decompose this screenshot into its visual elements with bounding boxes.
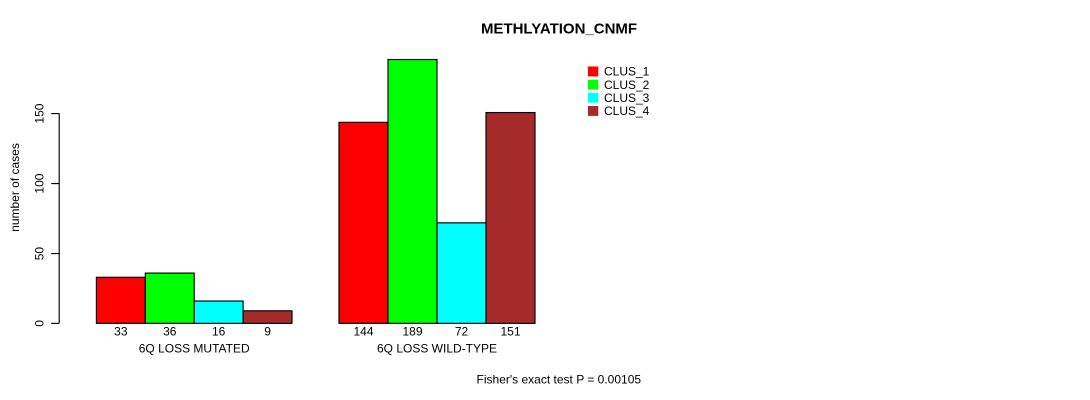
svg-text:144: 144 (353, 324, 373, 338)
svg-text:189: 189 (402, 324, 422, 338)
svg-text:33: 33 (114, 324, 128, 338)
svg-text:72: 72 (455, 324, 469, 338)
svg-text:CLUS_1: CLUS_1 (604, 65, 650, 79)
svg-text:Fisher's exact test P = 0.0010: Fisher's exact test P = 0.00105 (477, 373, 642, 387)
svg-text:36: 36 (163, 324, 177, 338)
svg-text:50: 50 (32, 247, 46, 261)
svg-text:6Q LOSS MUTATED: 6Q LOSS MUTATED (139, 342, 250, 356)
svg-text:9: 9 (264, 324, 271, 338)
svg-text:0: 0 (32, 320, 46, 327)
svg-text:METHLYATION_CNMF: METHLYATION_CNMF (481, 21, 637, 38)
svg-text:CLUS_4: CLUS_4 (604, 104, 650, 118)
svg-text:CLUS_3: CLUS_3 (604, 91, 650, 105)
svg-text:16: 16 (212, 324, 226, 338)
svg-text:151: 151 (500, 324, 520, 338)
svg-text:100: 100 (32, 173, 46, 193)
svg-text:150: 150 (32, 103, 46, 123)
svg-text:number of cases: number of cases (8, 143, 22, 232)
svg-text:CLUS_2: CLUS_2 (604, 78, 650, 92)
svg-text:6Q LOSS WILD-TYPE: 6Q LOSS WILD-TYPE (377, 342, 497, 356)
